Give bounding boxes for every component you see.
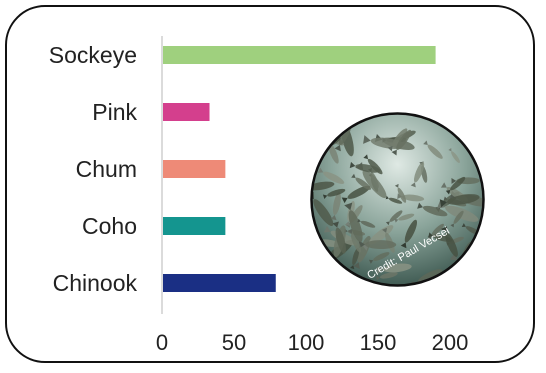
x-tick-label: 0 bbox=[156, 330, 168, 355]
x-tick-label: 150 bbox=[360, 330, 397, 355]
bar-coho bbox=[163, 217, 226, 235]
category-label-sockeye: Sockeye bbox=[49, 42, 137, 68]
category-label-chum: Chum bbox=[76, 156, 137, 182]
bar-chum bbox=[163, 160, 226, 178]
bar-pink bbox=[163, 103, 210, 121]
salmon-photo: Credit: Paul Vecsei bbox=[310, 112, 485, 287]
x-tick-label: 200 bbox=[432, 330, 469, 355]
x-tick-label: 100 bbox=[288, 330, 325, 355]
category-label-coho: Coho bbox=[82, 213, 137, 239]
bar-sockeye bbox=[163, 46, 436, 64]
category-label-chinook: Chinook bbox=[53, 270, 138, 296]
bar-chinook bbox=[163, 274, 276, 292]
x-tick-label: 50 bbox=[222, 330, 246, 355]
category-label-pink: Pink bbox=[92, 99, 137, 125]
